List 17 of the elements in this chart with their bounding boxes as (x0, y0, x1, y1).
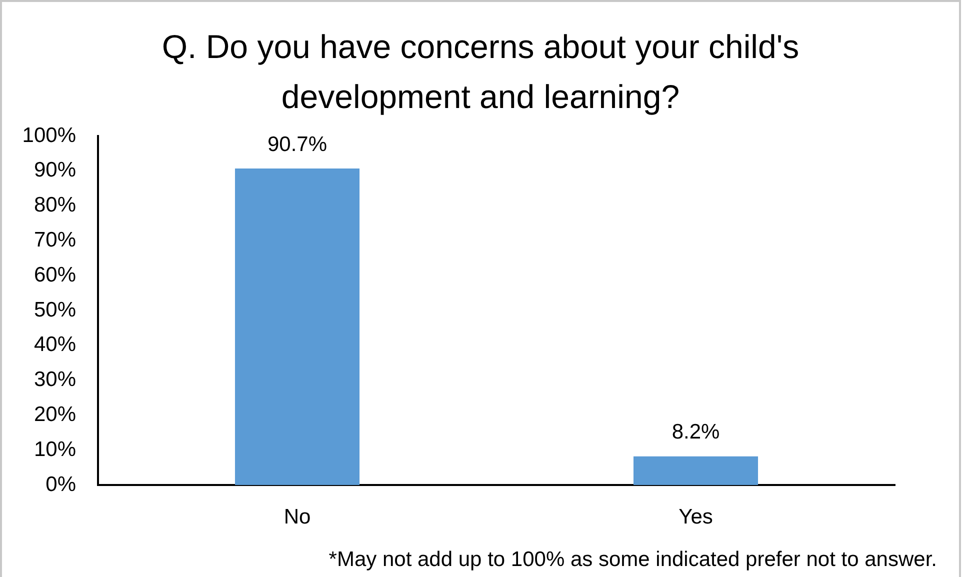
data-label: 90.7% (267, 132, 328, 156)
y-tick-label: 30% (34, 368, 76, 392)
y-tick-label: 100% (22, 124, 76, 147)
text: *May not add up to 100% as some indicated prefer not to answer. (328, 547, 937, 573)
y-tick-label: 80% (34, 194, 76, 217)
x-tick-label: No (284, 505, 311, 528)
y-tick-label: 70% (34, 228, 76, 252)
y-tick-label: 50% (34, 298, 76, 322)
y-tick-label: 10% (34, 438, 76, 461)
y-tick-label: 90% (34, 158, 76, 182)
chart-title: Q. Do you have concerns about your child's development and learning? (160, 27, 800, 117)
y-tick-label: 0% (46, 472, 76, 496)
y-tick-label: 40% (34, 333, 76, 356)
data-label: 8.2% (672, 420, 720, 444)
y-tick-label: 60% (34, 263, 76, 286)
y-tick-label: 20% (34, 402, 76, 426)
x-tick-label: Yes (678, 505, 713, 528)
